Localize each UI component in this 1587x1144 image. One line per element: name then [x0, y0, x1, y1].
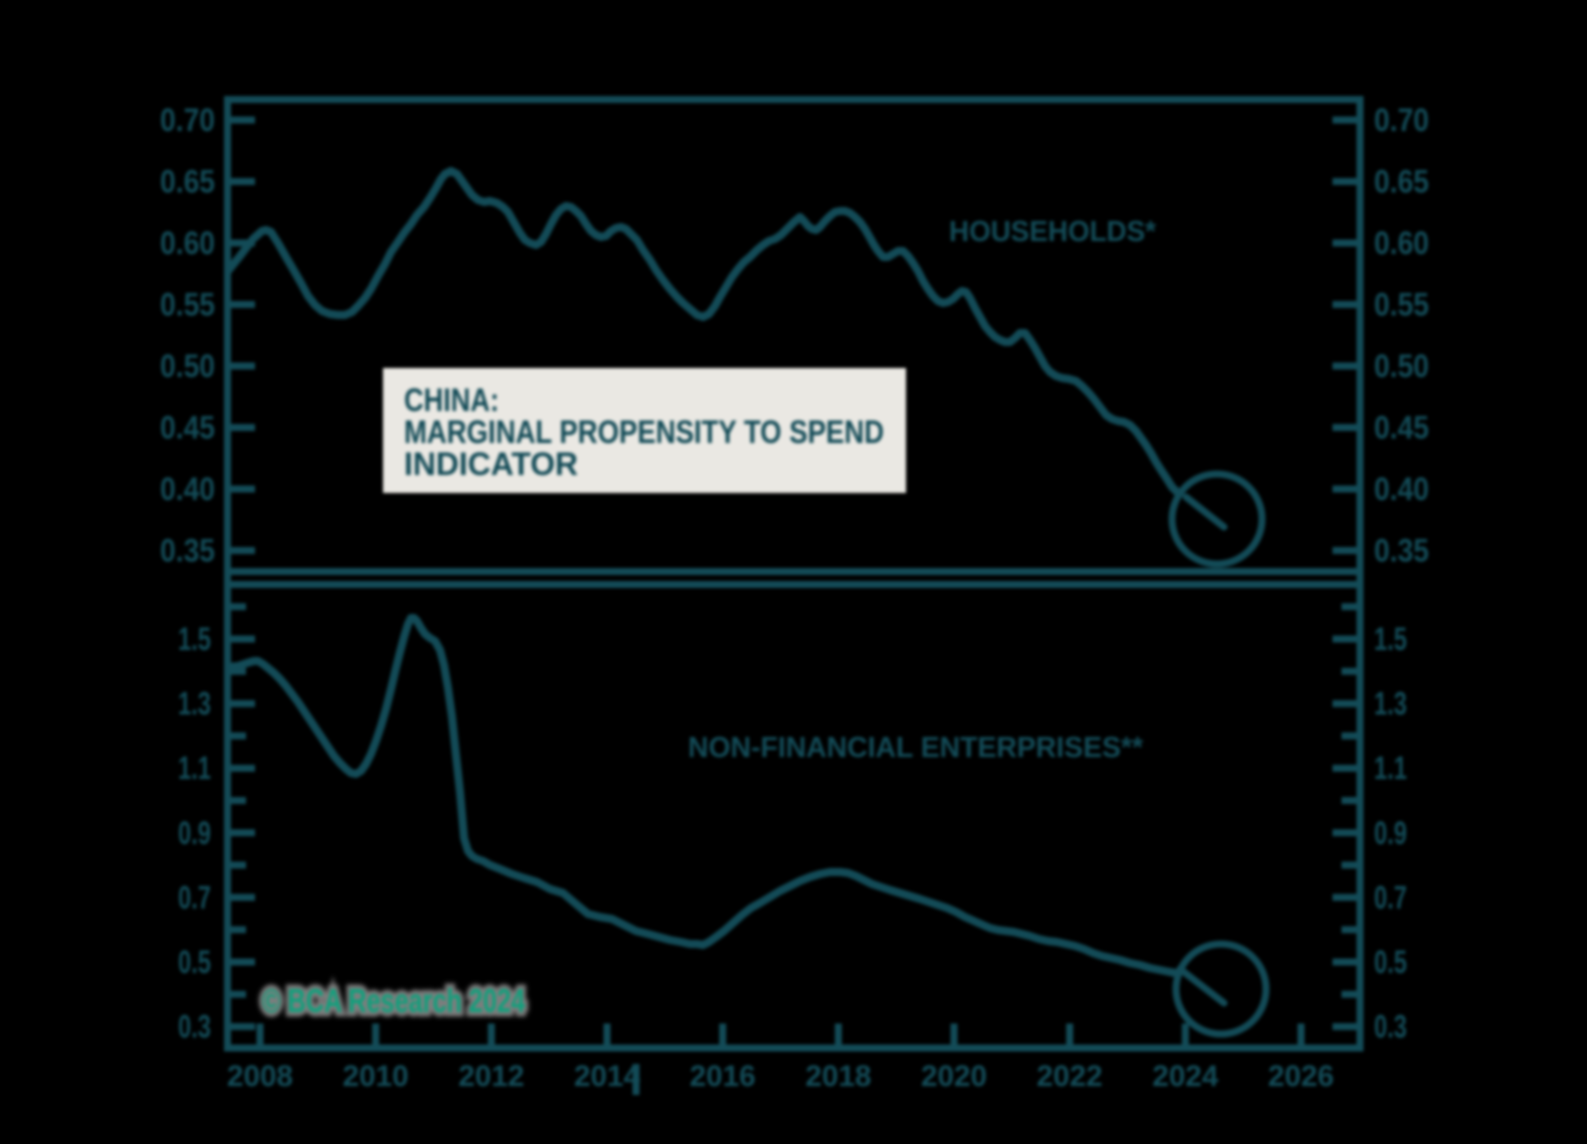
svg-text:0.35: 0.35 [1374, 533, 1429, 569]
svg-text:© BCA Research 2024: © BCA Research 2024 [262, 982, 525, 1019]
svg-text:2020: 2020 [921, 1060, 987, 1093]
svg-text:© BCA Research 2024: © BCA Research 2024 [262, 982, 525, 1019]
svg-text:0.65: 0.65 [1374, 164, 1429, 200]
svg-text:CHINA:: CHINA: [404, 382, 499, 418]
svg-text:1.5: 1.5 [178, 621, 211, 657]
svg-text:1.3: 1.3 [1374, 686, 1407, 722]
svg-text:0.5: 0.5 [178, 944, 211, 980]
svg-text:0.45: 0.45 [160, 410, 215, 446]
svg-text:2014: 2014 [574, 1060, 640, 1093]
svg-text:0.3: 0.3 [178, 1009, 211, 1045]
svg-text:1.5: 1.5 [1374, 621, 1407, 657]
svg-text:2008: 2008 [227, 1060, 293, 1093]
svg-text:0.70: 0.70 [1374, 102, 1429, 138]
svg-text:0.65: 0.65 [160, 164, 215, 200]
svg-text:HOUSEHOLDS*: HOUSEHOLDS* [949, 216, 1157, 248]
svg-text:0.3: 0.3 [1374, 1009, 1407, 1045]
svg-text:0.7: 0.7 [1374, 879, 1407, 915]
svg-text:NON-FINANCIAL ENTERPRISES**: NON-FINANCIAL ENTERPRISES** [688, 732, 1144, 764]
svg-text:0.50: 0.50 [1374, 348, 1429, 384]
svg-text:0.5: 0.5 [1374, 944, 1407, 980]
svg-text:2012: 2012 [458, 1060, 524, 1093]
svg-text:0.7: 0.7 [178, 879, 211, 915]
svg-text:INDICATOR: INDICATOR [404, 446, 578, 482]
svg-text:2010: 2010 [343, 1060, 409, 1093]
svg-text:0.45: 0.45 [1374, 410, 1429, 446]
svg-text:2026: 2026 [1268, 1060, 1334, 1093]
svg-text:2016: 2016 [690, 1060, 756, 1093]
svg-text:2024: 2024 [1152, 1060, 1218, 1093]
svg-text:0.9: 0.9 [1374, 815, 1407, 851]
svg-text:2022: 2022 [1037, 1060, 1103, 1093]
svg-text:0.60: 0.60 [1374, 225, 1429, 261]
svg-text:1.1: 1.1 [178, 750, 211, 786]
svg-text:0.60: 0.60 [160, 225, 215, 261]
svg-text:1.1: 1.1 [1374, 750, 1407, 786]
svg-text:1.3: 1.3 [178, 686, 211, 722]
svg-text:0.70: 0.70 [160, 102, 215, 138]
svg-text:0.35: 0.35 [160, 533, 215, 569]
svg-text:0.9: 0.9 [178, 815, 211, 851]
svg-text:0.40: 0.40 [160, 471, 215, 507]
svg-text:0.40: 0.40 [1374, 471, 1429, 507]
svg-text:MARGINAL PROPENSITY TO SPEND: MARGINAL PROPENSITY TO SPEND [404, 414, 884, 450]
svg-text:0.55: 0.55 [160, 287, 215, 323]
svg-text:2018: 2018 [805, 1060, 871, 1093]
svg-text:0.55: 0.55 [1374, 287, 1429, 323]
svg-text:0.50: 0.50 [160, 348, 215, 384]
